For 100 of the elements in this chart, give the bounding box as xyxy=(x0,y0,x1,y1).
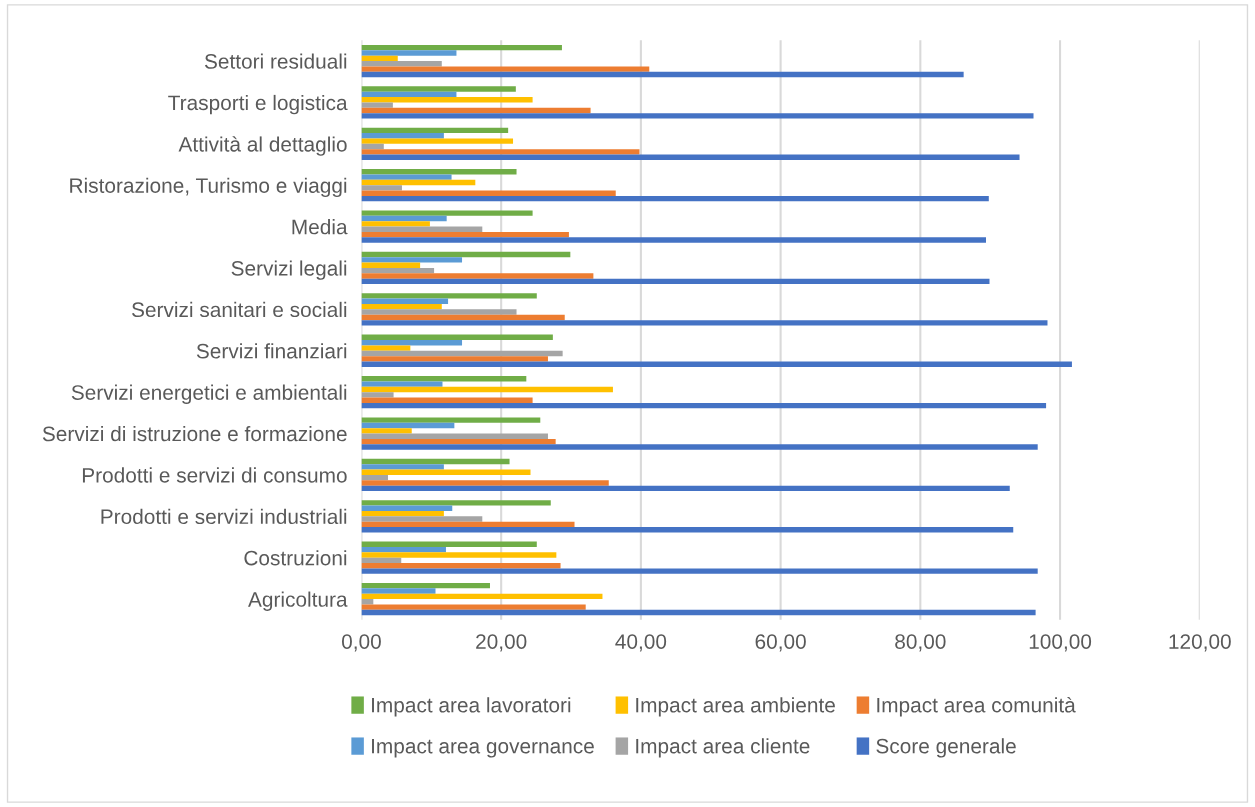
bar xyxy=(361,588,436,594)
x-tick-label: 80,00 xyxy=(895,634,946,652)
bar xyxy=(361,334,553,340)
bar xyxy=(361,438,556,445)
bar xyxy=(361,44,562,51)
bar xyxy=(361,231,569,238)
legend-label: Impact area ambiente xyxy=(636,697,835,717)
bar xyxy=(361,169,517,175)
y-tick-label: Prodotti e servizi industriali xyxy=(101,508,347,525)
bar xyxy=(361,433,548,439)
bar xyxy=(361,417,541,423)
x-tick-label: 40,00 xyxy=(615,634,667,652)
bar xyxy=(361,444,1038,450)
bar xyxy=(361,138,514,144)
bar xyxy=(361,262,421,268)
legend-label: Impact area lavoratori xyxy=(372,697,571,717)
bar xyxy=(361,86,516,92)
bar xyxy=(361,55,398,62)
bar xyxy=(361,149,640,155)
y-tick-label: Trasporti e logistica xyxy=(168,94,348,115)
bar xyxy=(361,107,591,114)
bar xyxy=(361,485,1010,492)
bar xyxy=(361,527,1014,533)
bar xyxy=(361,505,453,511)
bar xyxy=(361,237,986,243)
bar xyxy=(361,474,388,481)
bar xyxy=(361,386,613,393)
bar xyxy=(361,50,457,56)
bar xyxy=(361,563,561,569)
bar xyxy=(361,97,533,103)
bar xyxy=(361,604,586,610)
bar xyxy=(361,195,989,202)
bar xyxy=(361,381,443,387)
bar xyxy=(361,185,402,191)
bar xyxy=(361,66,650,72)
bar xyxy=(361,340,463,346)
bar xyxy=(361,480,609,486)
y-tick-label: Media xyxy=(292,219,348,235)
legend-label: Impact area comunità xyxy=(877,696,1076,717)
bar xyxy=(361,350,563,357)
bar xyxy=(361,345,411,351)
bar xyxy=(361,278,990,285)
bar xyxy=(361,293,537,299)
bar xyxy=(361,221,430,227)
bar xyxy=(361,113,1034,119)
bar xyxy=(361,422,455,429)
bar xyxy=(361,174,452,180)
bar xyxy=(361,361,1072,367)
bar xyxy=(361,190,616,196)
x-tick-label: 100,00 xyxy=(1029,634,1092,652)
bar xyxy=(361,210,533,216)
bar xyxy=(361,458,510,465)
bar xyxy=(361,376,527,382)
bar xyxy=(361,179,476,186)
bar xyxy=(361,568,1038,574)
bar xyxy=(361,273,594,279)
bar xyxy=(361,356,548,362)
bar xyxy=(361,127,509,134)
bar xyxy=(361,314,565,321)
bar xyxy=(361,546,446,553)
legend-label: Score generale xyxy=(876,738,1016,758)
bar xyxy=(361,215,447,222)
bar xyxy=(361,428,412,434)
y-tick-label: Servizi energetici e ambientali xyxy=(71,384,347,405)
bar xyxy=(361,309,517,315)
bar xyxy=(361,510,444,517)
y-tick-label: Attività al dettaglio xyxy=(178,136,347,156)
bar xyxy=(361,582,490,589)
bar xyxy=(361,464,444,470)
y-tick-label: Servizi legali xyxy=(231,260,347,280)
bar xyxy=(361,397,533,403)
y-tick-label: Servizi sanitari e sociali xyxy=(131,301,347,318)
bar xyxy=(361,593,603,600)
legend-label: Impact area cliente xyxy=(636,738,810,758)
x-tick-label: 60,00 xyxy=(755,634,806,652)
bar xyxy=(361,133,444,139)
bar xyxy=(361,320,1048,326)
bar xyxy=(361,251,571,258)
bar xyxy=(361,500,551,506)
y-tick-label: Servizi finanziari xyxy=(196,343,347,359)
legend-label: Impact area governance xyxy=(372,738,594,758)
y-tick-label: Prodotti e servizi di consumo xyxy=(82,467,347,483)
y-tick-label: Ristorazione, Turismo e viaggi xyxy=(70,177,347,198)
y-tick-label: Costruzioni xyxy=(244,550,347,566)
bar xyxy=(361,402,1047,409)
x-tick-label: 0,00 xyxy=(341,634,381,652)
bar xyxy=(361,303,442,310)
y-tick-label: Settori residuali xyxy=(204,53,347,69)
y-tick-label: Servizi di istruzione e formazione xyxy=(42,425,347,442)
bar xyxy=(361,521,575,528)
bar xyxy=(361,557,402,564)
bar xyxy=(361,257,463,263)
bar xyxy=(361,516,483,522)
y-tick-label: Agricoltura xyxy=(248,591,348,611)
bar xyxy=(361,609,1036,616)
bar xyxy=(361,298,449,304)
x-tick-label: 20,00 xyxy=(476,634,527,652)
bar xyxy=(361,143,384,150)
bar xyxy=(361,267,435,274)
bar xyxy=(361,71,964,78)
